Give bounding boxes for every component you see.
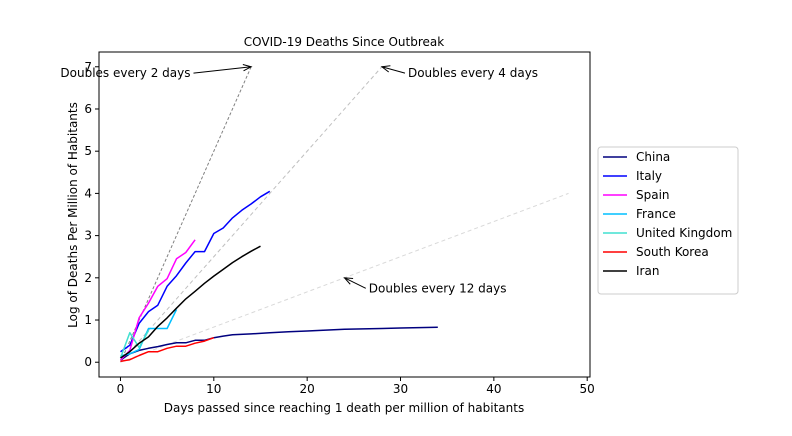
x-tick-label: 50 bbox=[580, 382, 595, 396]
series-line-united-kingdom bbox=[119, 330, 150, 359]
chart-title: COVID-19 Deaths Since Outbreak bbox=[244, 35, 445, 49]
annotation-arrow-2 bbox=[381, 66, 406, 74]
annotation-arrowhead-2 bbox=[380, 65, 391, 73]
plot-area: Doubles every 2 days Doubles every 4 days… bbox=[60, 51, 595, 396]
legend: China Italy Spain France United Kingdom South… bbox=[597, 146, 739, 295]
annotation-arrow-3 bbox=[344, 277, 366, 289]
x-tick-label: 40 bbox=[486, 382, 501, 396]
y-tick-label: 0 bbox=[84, 355, 92, 369]
y-tick-label: 5 bbox=[84, 144, 92, 158]
series-line-spain bbox=[119, 239, 196, 361]
annotation-label-3: Doubles every 12 days bbox=[369, 281, 507, 295]
x-tick-label: 10 bbox=[206, 382, 221, 396]
annotation-arrowhead-1 bbox=[242, 63, 253, 72]
legend-label-france: France bbox=[636, 207, 676, 221]
x-tick-label: 0 bbox=[117, 382, 125, 396]
reference-line-1 bbox=[120, 66, 252, 363]
y-tick-label: 2 bbox=[84, 271, 92, 285]
legend-label-italy: Italy bbox=[636, 169, 662, 183]
legend-label-china: China bbox=[636, 150, 670, 164]
annotation-arrow-1 bbox=[193, 66, 252, 74]
series-line-italy bbox=[120, 190, 271, 353]
annotation-arrowhead-3 bbox=[343, 277, 354, 285]
y-tick-label: 4 bbox=[84, 186, 92, 200]
annotation-label-2: Doubles every 4 days bbox=[408, 66, 538, 80]
x-tick-label: 30 bbox=[393, 382, 408, 396]
y-tick-label: 7 bbox=[84, 60, 92, 74]
legend-label-south-korea: South Korea bbox=[636, 245, 709, 259]
annotation-label-1: Doubles every 2 days bbox=[60, 66, 190, 80]
y-axis-label: Log of Deaths Per Million of Habitants bbox=[66, 102, 80, 328]
series-line-france bbox=[120, 309, 178, 357]
y-tick-label: 6 bbox=[84, 102, 92, 116]
legend-label-united-kingdom: United Kingdom bbox=[636, 226, 732, 240]
legend-label-iran: Iran bbox=[636, 264, 659, 278]
y-tick-label: 1 bbox=[84, 313, 92, 327]
series-line-iran bbox=[120, 245, 261, 359]
y-tick-label: 3 bbox=[84, 229, 92, 243]
legend-box bbox=[597, 146, 739, 295]
series-line-south-korea bbox=[120, 336, 215, 363]
reference-line-2 bbox=[120, 66, 383, 363]
plot-frame bbox=[98, 51, 591, 378]
x-tick-label: 20 bbox=[300, 382, 315, 396]
x-axis-label: Days passed since reaching 1 death per m… bbox=[164, 401, 524, 415]
legend-label-spain: Spain bbox=[636, 188, 670, 202]
series-line-china bbox=[120, 326, 438, 361]
